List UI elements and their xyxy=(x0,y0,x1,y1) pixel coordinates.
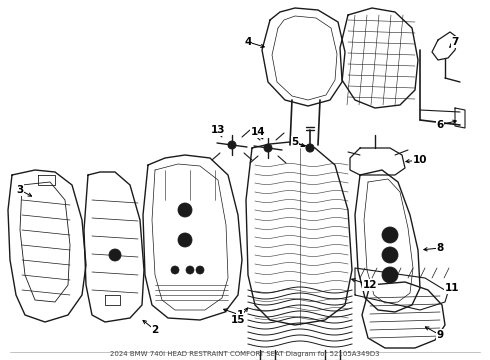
Circle shape xyxy=(306,144,314,152)
Circle shape xyxy=(228,141,236,149)
Text: 5: 5 xyxy=(292,137,298,147)
Text: 1: 1 xyxy=(236,310,244,320)
Text: 2: 2 xyxy=(151,325,159,335)
Circle shape xyxy=(186,266,194,274)
Polygon shape xyxy=(340,8,418,108)
Circle shape xyxy=(264,144,272,152)
Text: 11: 11 xyxy=(445,283,459,293)
Circle shape xyxy=(382,267,398,283)
Polygon shape xyxy=(8,170,86,322)
Text: 3: 3 xyxy=(16,185,24,195)
Circle shape xyxy=(196,266,204,274)
Polygon shape xyxy=(84,172,144,322)
Polygon shape xyxy=(362,282,445,348)
Circle shape xyxy=(178,203,192,217)
Text: 7: 7 xyxy=(451,37,459,47)
Text: 8: 8 xyxy=(437,243,443,253)
Polygon shape xyxy=(355,268,448,310)
Polygon shape xyxy=(350,148,405,175)
Circle shape xyxy=(178,233,192,247)
Text: 14: 14 xyxy=(251,127,265,137)
Polygon shape xyxy=(246,142,352,325)
Text: 4: 4 xyxy=(245,37,252,47)
Polygon shape xyxy=(432,32,458,60)
Circle shape xyxy=(382,227,398,243)
Polygon shape xyxy=(143,155,242,320)
Text: 9: 9 xyxy=(437,330,443,340)
Text: 10: 10 xyxy=(413,155,427,165)
Circle shape xyxy=(109,249,121,261)
Text: 15: 15 xyxy=(231,315,245,325)
Polygon shape xyxy=(455,108,465,128)
Polygon shape xyxy=(262,8,345,106)
Text: 2024 BMW 740i HEAD RESTRAINT COMFORT SEAT Diagram for 52105A349D3: 2024 BMW 740i HEAD RESTRAINT COMFORT SEA… xyxy=(110,351,380,357)
Text: 13: 13 xyxy=(211,125,225,135)
Text: 12: 12 xyxy=(363,280,377,290)
Circle shape xyxy=(171,266,179,274)
Polygon shape xyxy=(355,170,420,312)
Text: 6: 6 xyxy=(437,120,443,130)
Circle shape xyxy=(382,247,398,263)
